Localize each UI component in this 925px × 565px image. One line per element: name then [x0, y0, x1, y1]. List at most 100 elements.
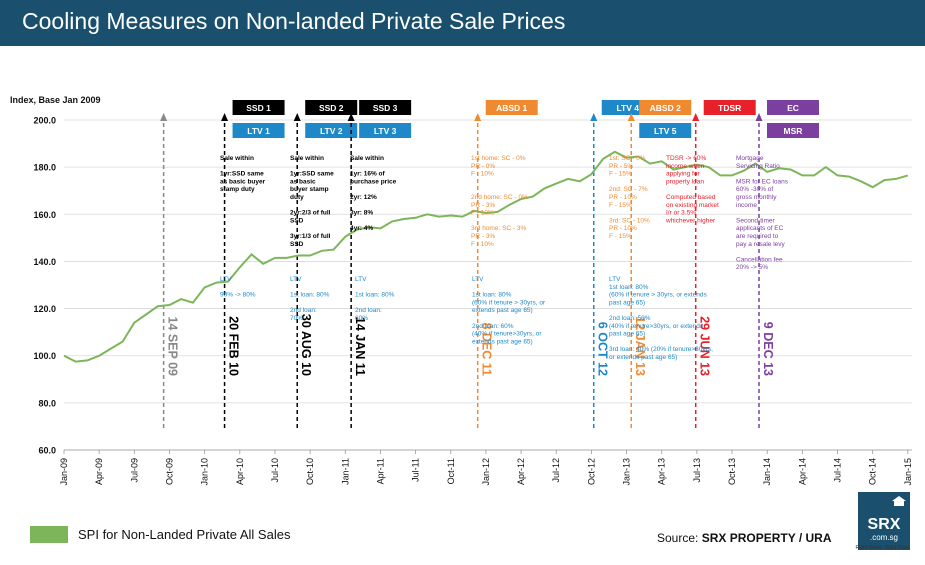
- event-date-label: 12 JAN 13: [633, 316, 647, 376]
- annotation-line: Sale within: [350, 155, 384, 162]
- measure-tag: [232, 100, 285, 115]
- annotation-line: (60% if tenure > 30yrs, or: [472, 299, 546, 306]
- logo-sub: .com.sg: [869, 533, 898, 542]
- x-tick-label: Oct-12: [586, 458, 596, 485]
- legend-swatch: [30, 526, 68, 543]
- event-arrowhead: [755, 113, 763, 121]
- annotation-line: 60%: [355, 315, 368, 322]
- annotation-line: (40% if tenure>30yrs, or extends: [609, 323, 704, 330]
- annotation-line: (60% if tenure > 30yrs, or extends: [609, 292, 707, 299]
- measure-tag: [639, 123, 692, 138]
- measure-tag: [305, 123, 358, 138]
- x-tick-label: Apr-12: [516, 458, 526, 485]
- annotation-line: Second-timer: [736, 217, 775, 224]
- annotation-line: 3rd: SC - 10%: [609, 217, 650, 224]
- event-arrowhead: [160, 113, 168, 121]
- y-tick-label: 160.0: [33, 210, 56, 220]
- annotation-line: 2nd: SC - 7%: [609, 186, 648, 193]
- annotation-note: 1st: SC - 0%PR - 5%F - 15%2nd: SC - 7%PR…: [609, 155, 650, 240]
- annotation-line: 20% -> 5%: [736, 264, 768, 271]
- y-tick-label: 180.0: [33, 163, 56, 173]
- annotation-line: stamp duty: [220, 186, 255, 193]
- annotation-line: 1st home: SC - 0%: [471, 155, 526, 162]
- annotation-line: extends past age 65): [472, 338, 533, 345]
- annotation-line: are required to: [736, 233, 779, 240]
- annotation-line: 70%: [290, 315, 303, 322]
- annotation-line: Servicing Ratio: [736, 163, 780, 170]
- x-tick-label: Jan-11: [340, 458, 350, 485]
- annotation-line: or extends past age 65): [609, 354, 677, 361]
- event-date-label: 14 SEP 09: [166, 316, 180, 376]
- y-tick-label: 120.0: [33, 304, 56, 314]
- x-tick-label: Jul-09: [129, 458, 139, 483]
- srx-logo: SRX .com.sg: [858, 492, 910, 550]
- logo-tagline: Right Home. Right Price.: [855, 545, 911, 551]
- annotation-line: past age 65): [609, 331, 645, 338]
- page-title: Cooling Measures on Non-landed Private S…: [22, 8, 566, 34]
- x-tick-label: Jan-12: [481, 458, 491, 486]
- event-arrowhead: [590, 113, 598, 121]
- annotation-line: 2yr: 12%: [350, 194, 377, 201]
- event-date-label: 29 JUN 13: [698, 316, 712, 376]
- title-bar: Cooling Measures on Non-landed Private S…: [0, 0, 925, 46]
- annotation-line: TDSR -> 60%: [666, 155, 706, 162]
- annotation-line: Cancellation fee: [736, 256, 783, 263]
- measure-tag-label: LTV 1: [247, 126, 270, 136]
- annotation-line: income when: [666, 163, 705, 170]
- annotation-line: LTV: [609, 276, 621, 283]
- annotation-line: Sale within: [220, 155, 254, 162]
- measure-tag: [305, 100, 358, 115]
- annotation-line: 3yr:1/3 of full: [290, 233, 331, 240]
- event-date-label: 8 DEC 11: [480, 322, 494, 376]
- annotation-line: applying for: [666, 171, 700, 178]
- logo-main: SRX: [867, 516, 901, 533]
- annotation-line: I/r or 3.5%: [666, 210, 696, 217]
- chart: Index, Base Jan 2009 60.0 80.0 100.0 120.0 1…: [10, 95, 913, 486]
- annotation-line: F - 15%: [609, 233, 632, 240]
- annotation-line: purchase price: [350, 178, 397, 185]
- annotation-line: MSR for EC loans: [736, 178, 789, 185]
- event-arrowhead: [221, 113, 229, 121]
- x-tick-label: Apr-14: [797, 458, 807, 485]
- annotation-line: F - 10%: [471, 241, 494, 248]
- event-date-label: 6 OCT 12: [596, 322, 610, 376]
- y-tick-label: 100.0: [33, 351, 56, 361]
- x-tick-label: Apr-13: [657, 458, 667, 485]
- y-tick-label: 140.0: [33, 257, 56, 267]
- annotation-line: 1yr:SSD same: [290, 171, 334, 178]
- measure-tag: [485, 100, 538, 115]
- annotation-line: past age 65): [609, 299, 645, 306]
- event-date-label: 20 FEB 10: [227, 316, 241, 376]
- measure-tag: [766, 123, 819, 138]
- annotation-line: Mortgage: [736, 155, 764, 162]
- annotation-line: pay a resale levy: [736, 241, 786, 248]
- x-tick-label: Jan-13: [622, 458, 632, 486]
- event-date-label: 14 JAN 11: [353, 317, 367, 376]
- annotation-line: F - 10%: [471, 210, 494, 217]
- source-note: Source: SRX PROPERTY / URA: [657, 531, 832, 545]
- annotation-line: PR - 3%: [471, 233, 495, 240]
- source-prefix: Source:: [657, 531, 702, 545]
- x-tick-label: Oct-13: [727, 458, 737, 485]
- event-arrowhead: [692, 113, 700, 121]
- measure-tag-label: ABSD 2: [650, 103, 681, 113]
- measure-tag: [359, 123, 412, 138]
- annotation-line: 2nd loan: 60%: [472, 323, 514, 330]
- x-tick-label: Oct-14: [868, 458, 878, 485]
- annotation-line: F - 15%: [609, 171, 632, 178]
- x-tick-label: Apr-11: [375, 458, 385, 484]
- measure-tag-label: SSD 3: [373, 103, 398, 113]
- x-tick-label: Jan-15: [903, 458, 913, 486]
- annotation-line: 2yr:2/3 of full: [290, 210, 331, 217]
- annotation-line: 1yr:SSD same: [220, 171, 264, 178]
- measure-tag: [359, 100, 412, 115]
- x-tick-label: Apr-10: [235, 458, 245, 485]
- annotation-line: LTV: [220, 276, 232, 283]
- x-tick-label: Jul-10: [270, 458, 280, 483]
- annotation-line: as basic: [290, 178, 316, 185]
- annotation-line: SSD: [290, 217, 304, 224]
